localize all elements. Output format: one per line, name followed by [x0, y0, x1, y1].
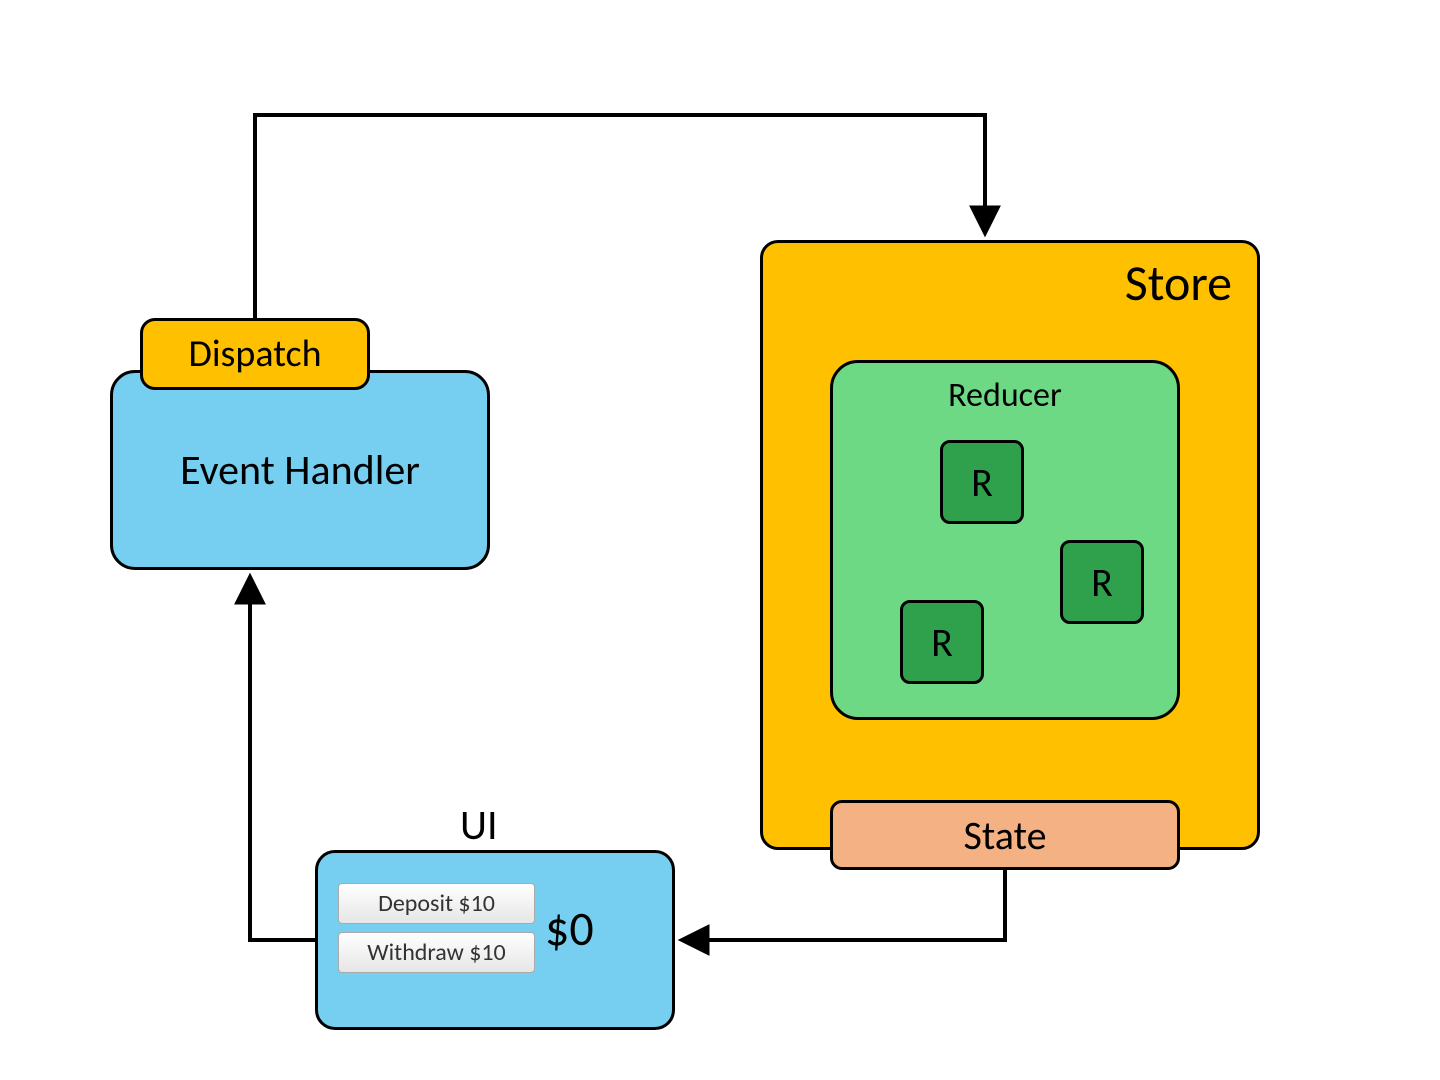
reducer-r-box: R — [900, 600, 984, 684]
reducer-r-box: R — [1060, 540, 1144, 624]
reducer-label: Reducer — [948, 375, 1062, 416]
ui-amount: $0 — [545, 899, 594, 958]
state-label: State — [964, 811, 1047, 860]
reducer-r-label: R — [971, 458, 993, 507]
edge-state-to-ui — [683, 870, 1005, 940]
withdraw-button[interactable]: Withdraw $10 — [338, 932, 535, 973]
dispatch-label: Dispatch — [188, 331, 321, 377]
deposit-button[interactable]: Deposit $10 — [338, 883, 535, 924]
store-label: Store — [1125, 253, 1232, 314]
event-handler-box: Event Handler — [110, 370, 490, 570]
ui-title: UI — [460, 800, 498, 851]
reducer-r-label: R — [931, 618, 953, 667]
event-handler-label: Event Handler — [180, 445, 420, 496]
reducer-r-label: R — [1091, 558, 1113, 607]
dispatch-box: Dispatch — [140, 318, 370, 390]
state-box: State — [830, 800, 1180, 870]
edge-ui-to-eventhandler — [250, 578, 315, 940]
reducer-r-box: R — [940, 440, 1024, 524]
ui-box: Deposit $10 Withdraw $10 $0 — [315, 850, 675, 1030]
